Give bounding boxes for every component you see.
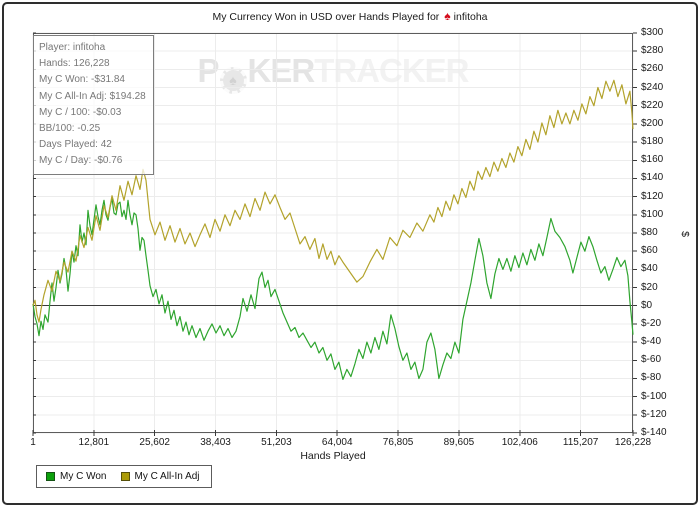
stats-row: Hands: 126,228 [39,58,110,70]
x-tick-label: 89,605 [443,437,475,448]
watermark-text-tracker: TRACKER [314,52,469,89]
y-tick-label: $-80 [641,372,662,384]
y-tick-label: $200 [641,117,664,129]
x-tick-label: 115,207 [562,437,599,448]
series-line-my-c-won [32,197,634,380]
y-tick-label: $300 [641,27,664,38]
stats-row: My C All-In Adj: $194.28 [39,90,146,102]
y-tick-label: $-40 [641,336,662,348]
player-name: infitoha [453,11,488,23]
y-tick-label: $-60 [641,354,662,366]
x-tick-label: 64,004 [321,437,353,448]
y-tick-label: $-20 [641,317,662,329]
y-tick-label: $100 [641,208,664,220]
legend-swatch-my-c-all-in-adj [120,472,130,481]
x-tick-label: 12,801 [78,437,110,448]
series-line-my-c-all-in-adj [32,79,634,323]
y-tick-label: $-120 [641,408,667,420]
legend-swatch-my-c-won [46,472,55,481]
legend-label: My C All-In Adj [134,471,200,482]
x-tick-label: 1 [30,437,36,448]
poker-chip-icon: ♠ [219,67,247,94]
y-tick-label: $-140 [641,427,667,438]
chip-spade-icon: ♠ [229,72,237,88]
y-tick-label: $-100 [641,390,667,402]
x-tick-label: 102,406 [501,437,538,448]
y-tick-label: $40 [641,263,658,275]
y-tick-label: $140 [641,172,664,184]
x-tick-label: 76,805 [382,437,414,448]
y-tick-label: $120 [641,190,664,202]
y-tick-label: $80 [641,227,658,238]
x-tick-label: 25,602 [139,437,170,448]
graph-title: My Currency Won in USD over Hands Played… [0,9,700,23]
y-tick-label: $220 [641,99,664,111]
stats-row: My C / Day: -$0.76 [39,155,123,167]
y-tick-label: $0 [641,299,653,311]
site-spade-icon: ♠ [444,9,451,23]
y-tick-label: $260 [641,63,664,75]
x-axis-title: Hands Played [300,450,366,462]
x-tick-label: 51,203 [261,437,292,448]
y-axis-title: $ [678,231,691,237]
stats-row: BB/100: -0.25 [39,123,101,135]
legend-item-my-c-all-in-adj: My C All-In Adj [120,471,200,482]
stats-row: Days Played: 42 [39,139,112,151]
y-tick-label: $60 [641,245,658,257]
y-tick-label: $160 [641,154,664,166]
stats-overlay-box: Player: infitoha Hands: 126,228 My C Won: … [33,35,154,175]
legend-item-my-c-won: My C Won [46,471,107,482]
legend-label: My C Won [60,471,107,482]
y-tick-label: $280 [641,45,664,57]
legend-box: My C Won My C All-In Adj [36,465,212,488]
x-tick-label: 38,403 [200,437,231,448]
y-tick-label: $240 [641,81,664,93]
y-tick-label: $20 [641,281,658,293]
stats-row: Player: infitoha [39,42,106,53]
graph-title-text: My Currency Won in USD over Hands Played… [212,11,440,23]
watermark-text-ker: KER [247,52,316,89]
y-tick-label: $180 [641,136,664,148]
stats-row: My C / 100: -$0.03 [39,106,122,118]
watermark-text-p: P [197,52,219,89]
stats-row: My C Won: -$31.84 [39,74,125,86]
pokertracker-watermark: P ♠ KERTRACKER [33,52,633,94]
x-tick-label: 126,228 [614,437,652,448]
